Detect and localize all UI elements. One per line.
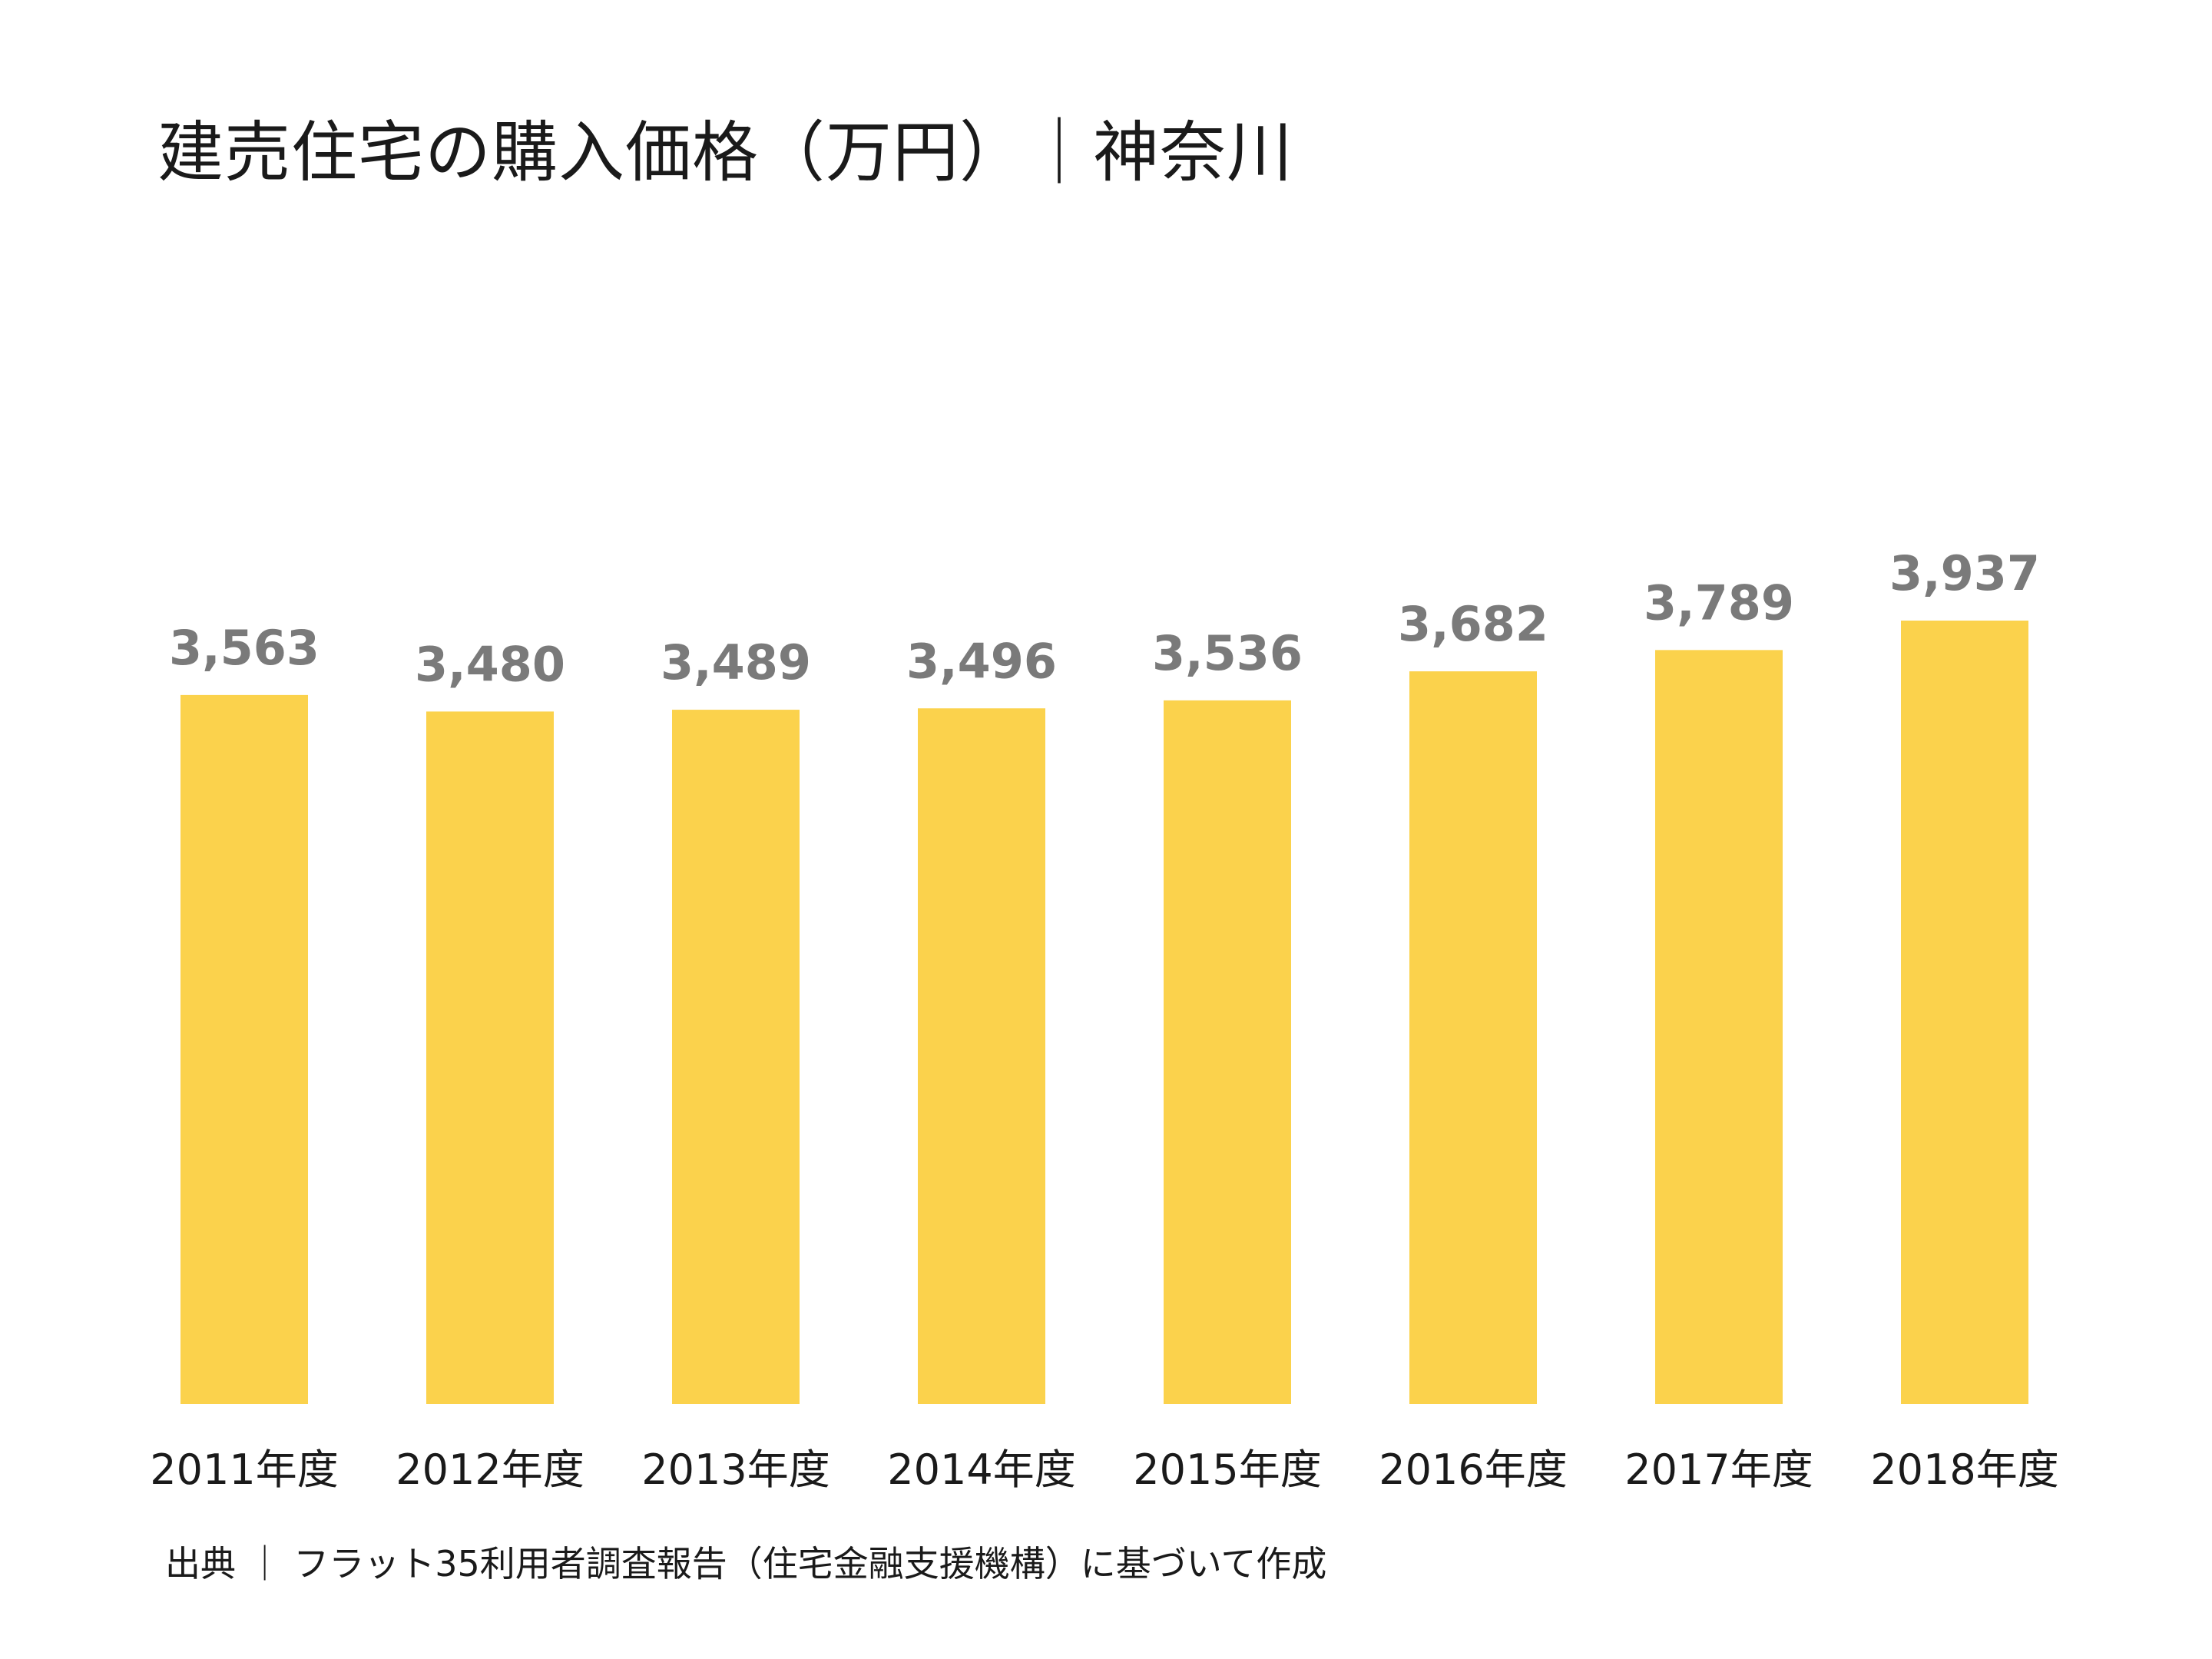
category-label: 2018年度: [1870, 1445, 2058, 1494]
bar-2014年度: [918, 708, 1045, 1404]
bar-2015年度: [1164, 700, 1291, 1404]
bar-2018年度: [1901, 621, 2028, 1404]
value-label: 3,489: [661, 634, 811, 690]
bars-group: [180, 621, 2028, 1404]
value-labels-group: 3,563 3,480 3,489 3,496 3,536 3,682 3,789 3,937: [169, 545, 2040, 692]
category-label: 2013年度: [641, 1445, 830, 1494]
bar-2016年度: [1409, 671, 1537, 1404]
bar-2011年度: [180, 694, 308, 1404]
category-label: 2017年度: [1624, 1445, 1813, 1494]
value-label: 3,563: [169, 620, 320, 676]
chart-title: 建売住宅の購入価格（万円）｜神奈川: [157, 114, 1293, 191]
bar-2017年度: [1655, 650, 1783, 1404]
bar-2013年度: [672, 710, 800, 1404]
value-label: 3,536: [1152, 625, 1303, 681]
value-label: 3,937: [1889, 545, 2040, 601]
category-label: 2016年度: [1379, 1445, 1567, 1494]
value-label: 3,682: [1398, 596, 1548, 652]
category-labels-group: 2011年度 2012年度 2013年度 2014年度 2015年度 2016年度 2017…: [150, 1445, 2058, 1494]
category-label: 2014年度: [887, 1445, 1075, 1494]
value-label: 3,789: [1644, 575, 1794, 631]
bar-2012年度: [426, 711, 554, 1404]
category-label: 2012年度: [396, 1445, 584, 1494]
category-label: 2011年度: [150, 1445, 338, 1494]
category-label: 2015年度: [1133, 1445, 1321, 1494]
value-label: 3,496: [906, 633, 1057, 689]
value-label: 3,480: [415, 636, 565, 692]
source-note: 出典 ｜ フラット35利用者調査報告（住宅金融支援機構）に基づいて作成: [165, 1543, 1327, 1584]
